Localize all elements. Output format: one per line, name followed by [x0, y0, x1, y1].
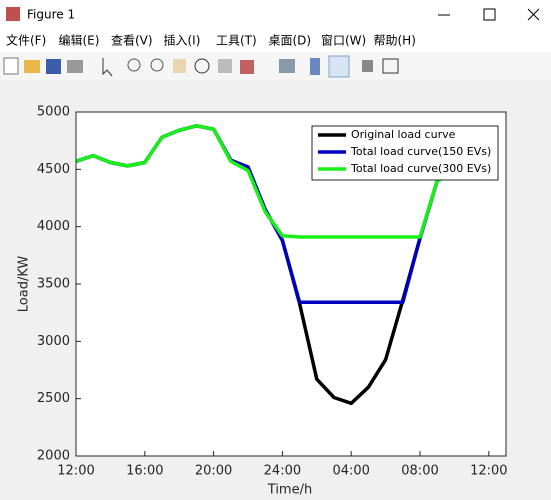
- menu-item[interactable]: 编辑(E): [59, 33, 100, 48]
- tool-datatip[interactable]: [218, 59, 232, 73]
- y-tick-label: 2500: [37, 391, 70, 406]
- toolbar: [0, 52, 551, 80]
- y-axis-label: Load/KW: [17, 256, 32, 313]
- y-tick-label: 4000: [37, 219, 70, 234]
- x-tick-label: 12:00: [470, 464, 507, 479]
- tool-show-plot[interactable]: [382, 58, 399, 74]
- y-tick-label: 4500: [37, 162, 70, 177]
- close-button[interactable]: [527, 8, 540, 21]
- y-tick-label: 3500: [37, 277, 70, 292]
- tool-print[interactable]: [67, 60, 83, 73]
- tool-brush[interactable]: [240, 60, 254, 74]
- legend-label: Total load curve(300 EVs): [350, 162, 491, 175]
- menu-item[interactable]: 查看(V): [111, 34, 153, 48]
- toolbar-icons: [3, 55, 399, 78]
- tool-rotate[interactable]: [194, 58, 210, 74]
- tool-colorbar[interactable]: [310, 58, 320, 75]
- x-axis-label: Time/h: [267, 483, 312, 498]
- tool-link[interactable]: [279, 59, 295, 73]
- menu-item[interactable]: 文件(F): [6, 33, 46, 48]
- menu-item[interactable]: 桌面(D): [269, 34, 312, 48]
- x-tick-label: 24:00: [264, 464, 301, 479]
- menu-item[interactable]: 工具(T): [216, 34, 257, 48]
- tool-zoom-out[interactable]: [150, 58, 164, 72]
- legend-label: Total load curve(150 EVs): [350, 145, 491, 158]
- tool-new[interactable]: [3, 57, 19, 75]
- legend-label: Original load curve: [351, 128, 456, 141]
- y-tick-label: 2000: [37, 449, 70, 464]
- x-tick-label: 04:00: [332, 464, 369, 479]
- tool-open[interactable]: [24, 60, 40, 73]
- tool-legend[interactable]: [328, 55, 350, 78]
- menu-bar: [0, 30, 551, 52]
- x-tick-label: 20:00: [195, 464, 232, 479]
- y-tick-label: 3000: [37, 334, 70, 349]
- x-tick-label: 12:00: [57, 464, 94, 479]
- menu-item[interactable]: 窗口(W): [321, 34, 366, 48]
- window-title: Figure 1: [27, 8, 75, 22]
- series-line: [75, 124, 490, 239]
- tool-pan[interactable]: [173, 59, 186, 73]
- y-tick-label: 5000: [37, 105, 70, 120]
- maximize-button[interactable]: [483, 8, 496, 21]
- title-bar: [0, 0, 551, 30]
- tool-zoom-in[interactable]: [127, 58, 141, 72]
- menu-item[interactable]: 插入(I): [164, 34, 201, 48]
- tool-save[interactable]: [46, 59, 61, 74]
- tool-hide-plot[interactable]: [362, 60, 373, 72]
- tool-pointer[interactable]: [102, 58, 113, 77]
- menu-item[interactable]: 帮助(H): [374, 34, 416, 48]
- app-icon: [6, 7, 20, 21]
- x-tick-label: 16:00: [126, 464, 163, 479]
- x-tick-label: 08:00: [401, 464, 438, 479]
